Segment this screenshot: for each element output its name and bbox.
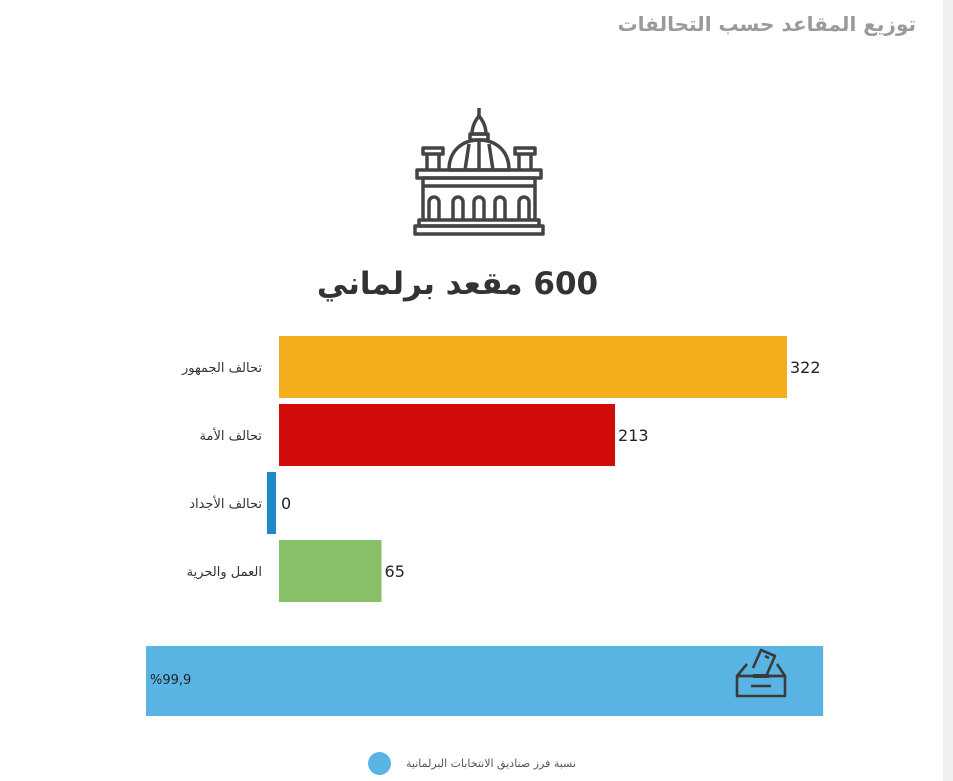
counting-progress-fill	[146, 646, 824, 716]
value-label: 213	[618, 426, 649, 445]
category-label: العمل والحرية	[187, 565, 262, 580]
value-label: 65	[385, 562, 405, 581]
bar	[279, 404, 616, 466]
counting-progress-track: %99,9	[146, 646, 824, 716]
category-label: تحالف الأجداد	[189, 495, 262, 512]
seats-total-heading: 600 مقعد برلماني	[316, 266, 599, 302]
bar	[279, 336, 787, 398]
value-label: 322	[790, 358, 821, 377]
value-label: 0	[281, 494, 291, 513]
counting-progress-label: %99,9	[150, 673, 192, 688]
page-edge	[943, 0, 953, 781]
category-label: تحالف الجمهور	[181, 361, 262, 376]
bar	[279, 540, 382, 602]
chart-title: توزيع المقاعد حسب التحالفات	[617, 12, 916, 36]
ballot-box-icon	[735, 648, 787, 698]
seat-bar-chart: تحالف الجمهور 322 تحالف الأمة 213 تحالف الأج…	[181, 336, 821, 602]
parliament-building-icon	[413, 108, 545, 236]
category-label: تحالف الأمة	[200, 427, 263, 444]
legend-swatch	[368, 752, 391, 775]
legend-label: نسبة فرز صناديق الانتخابات البرلمانية	[406, 757, 576, 770]
chart-legend: نسبة فرز صناديق الانتخابات البرلمانية	[368, 752, 608, 778]
bar	[267, 472, 276, 534]
